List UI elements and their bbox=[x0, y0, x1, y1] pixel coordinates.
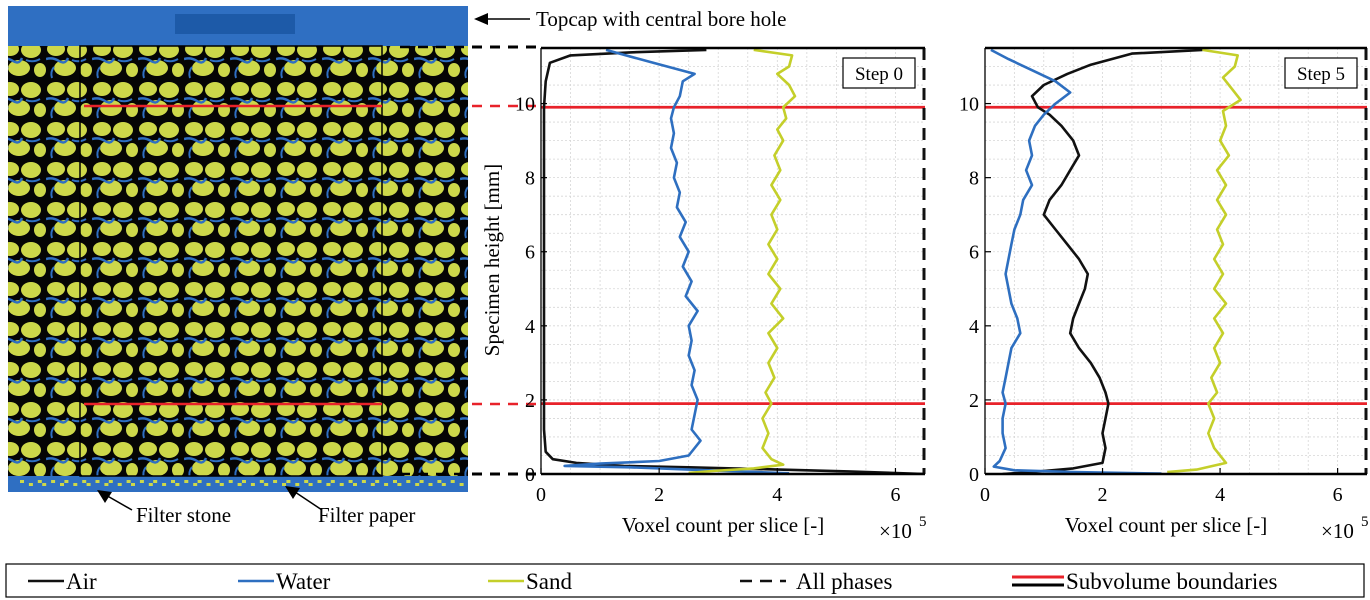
plot-step-5: 0 2 4 6 8 10 0 2 4 6 Voxel count per slice [-] ×10 5… bbox=[959, 46, 1369, 543]
x-tick-label-step-0-1: 2 bbox=[654, 484, 664, 506]
x-tick-label-step-0-2: 4 bbox=[772, 484, 782, 506]
annotation-topcap-text: Topcap with central bore hole bbox=[536, 7, 786, 31]
y-tick-label-step-0-5: 10 bbox=[515, 94, 535, 116]
legend: Air Water Sand All phases Subvolume boundari… bbox=[5, 563, 1365, 598]
legend-label-3: All phases bbox=[796, 569, 893, 594]
x-tick-label-step-0-0: 0 bbox=[536, 484, 546, 506]
step-label-box-step-5 bbox=[1284, 57, 1358, 89]
plot-area-step-5 bbox=[985, 48, 1367, 474]
y-tick-label-step-0-3: 6 bbox=[525, 242, 535, 264]
x-multiplier-exp-step-0: 5 bbox=[919, 514, 927, 530]
legend-label-4: Subvolume boundaries bbox=[1066, 569, 1277, 594]
step-label-step-0: Step 0 bbox=[855, 64, 903, 85]
grid-step-0 bbox=[541, 48, 925, 474]
scan-specimen bbox=[8, 46, 468, 476]
plot-area-step-0 bbox=[541, 48, 925, 474]
x-tick-label-step-5-3: 6 bbox=[1333, 484, 1343, 506]
series-water-step-0 bbox=[563, 48, 790, 474]
legend-label-1: Water bbox=[276, 569, 331, 594]
y-tick-label-step-0-2: 4 bbox=[525, 316, 535, 338]
y-tick-label-step-5-3: 6 bbox=[969, 242, 979, 264]
series-group-step-5 bbox=[990, 48, 1242, 474]
annotation-filter-stone-text: Filter stone bbox=[136, 503, 231, 527]
grid-step-5 bbox=[985, 48, 1367, 474]
y-tick-label-step-5-4: 8 bbox=[969, 168, 979, 190]
legend-item-2: Sand bbox=[488, 569, 573, 594]
annotation-topcap: Topcap with central bore hole bbox=[474, 7, 786, 31]
series-sand-step-5 bbox=[1167, 48, 1242, 474]
y-tick-label-step-5-2: 4 bbox=[969, 316, 979, 338]
legend-item-3: All phases bbox=[740, 569, 893, 594]
ct-scan-image bbox=[8, 6, 468, 492]
annotation-filter-stone: Filter stone bbox=[97, 490, 231, 527]
y-tick-label-step-5-0: 0 bbox=[969, 464, 979, 486]
legend-item-4: Subvolume boundaries bbox=[1012, 569, 1277, 594]
x-tick-label-step-5-0: 0 bbox=[980, 484, 990, 506]
legend-item-1: Water bbox=[238, 569, 331, 594]
x-multiplier-exp-step-5: 5 bbox=[1361, 514, 1369, 530]
x-multiplier-step-5: ×10 bbox=[1321, 519, 1354, 543]
annotation-filter-paper-text: Filter paper bbox=[318, 503, 415, 527]
x-tick-label-step-5-2: 4 bbox=[1215, 484, 1225, 506]
legend-label-2: Sand bbox=[526, 569, 573, 594]
y-axis-label: Specimen height [mm] bbox=[480, 164, 504, 356]
y-tick-label-step-0-0: 0 bbox=[525, 464, 535, 486]
step-label-box-step-0 bbox=[842, 57, 916, 89]
x-tick-label-step-0-3: 6 bbox=[890, 484, 900, 506]
annotation-filter-paper: Filter paper bbox=[285, 486, 415, 527]
series-air-step-5 bbox=[1002, 48, 1203, 474]
y-tick-label-step-0-4: 8 bbox=[525, 168, 535, 190]
series-sand-step-0 bbox=[688, 48, 797, 474]
connector-lines bbox=[400, 45, 541, 476]
x-axis-label-step-5: Voxel count per slice [-] bbox=[1065, 513, 1268, 537]
scan-topcap-bore bbox=[175, 14, 295, 34]
x-tick-label-step-5-1: 2 bbox=[1098, 484, 1108, 506]
y-tick-label-step-0-1: 2 bbox=[525, 390, 535, 412]
scan-filter-paper bbox=[20, 480, 464, 486]
step-label-step-5: Step 5 bbox=[1297, 64, 1345, 85]
legend-box bbox=[5, 563, 1365, 598]
scan-subvolume-frame bbox=[79, 45, 383, 477]
x-multiplier-step-0: ×10 bbox=[879, 519, 912, 543]
legend-item-0: Air bbox=[28, 569, 97, 594]
plot-step-0: 0 2 4 6 8 10 0 2 4 6 Voxel count per slice [-] ×10 5… bbox=[515, 46, 927, 543]
y-tick-label-step-5-1: 2 bbox=[969, 390, 979, 412]
legend-label-0: Air bbox=[66, 569, 97, 594]
x-axis-label-step-0: Voxel count per slice [-] bbox=[622, 513, 825, 537]
series-water-step-5 bbox=[990, 48, 1162, 474]
y-tick-label-step-5-5: 10 bbox=[959, 94, 979, 116]
